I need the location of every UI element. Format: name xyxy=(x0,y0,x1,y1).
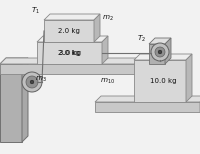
Text: 2.0 kg: 2.0 kg xyxy=(58,28,80,34)
Polygon shape xyxy=(95,96,200,102)
Polygon shape xyxy=(0,58,28,64)
Bar xyxy=(0,64,165,74)
Bar xyxy=(0,64,22,142)
Polygon shape xyxy=(149,38,171,44)
Text: $T_2$: $T_2$ xyxy=(137,34,147,44)
Text: $T_1$: $T_1$ xyxy=(31,6,41,16)
Polygon shape xyxy=(94,14,100,42)
Polygon shape xyxy=(134,54,192,60)
Polygon shape xyxy=(165,58,171,74)
Text: 3.0 kg: 3.0 kg xyxy=(59,50,81,56)
Polygon shape xyxy=(0,58,171,64)
Polygon shape xyxy=(44,14,100,20)
Polygon shape xyxy=(186,54,192,102)
Polygon shape xyxy=(37,36,108,42)
Circle shape xyxy=(30,80,34,84)
Bar xyxy=(95,102,200,112)
Bar xyxy=(149,44,165,64)
Circle shape xyxy=(151,43,169,61)
Circle shape xyxy=(158,50,162,54)
Circle shape xyxy=(22,72,42,92)
Text: $m_{10}$: $m_{10}$ xyxy=(100,76,115,86)
Circle shape xyxy=(26,76,38,88)
Polygon shape xyxy=(94,36,100,64)
Bar xyxy=(37,42,102,64)
Polygon shape xyxy=(165,38,171,64)
Text: 2.0 kg: 2.0 kg xyxy=(58,50,80,56)
Bar xyxy=(44,42,94,64)
Circle shape xyxy=(155,47,165,57)
Bar xyxy=(134,60,186,102)
Text: 10.0 kg: 10.0 kg xyxy=(150,78,176,84)
Text: $m_2$: $m_2$ xyxy=(102,14,114,23)
Polygon shape xyxy=(22,58,28,142)
Bar xyxy=(44,20,94,42)
Polygon shape xyxy=(102,36,108,64)
Text: $m_3$: $m_3$ xyxy=(35,75,47,84)
Polygon shape xyxy=(44,36,100,42)
